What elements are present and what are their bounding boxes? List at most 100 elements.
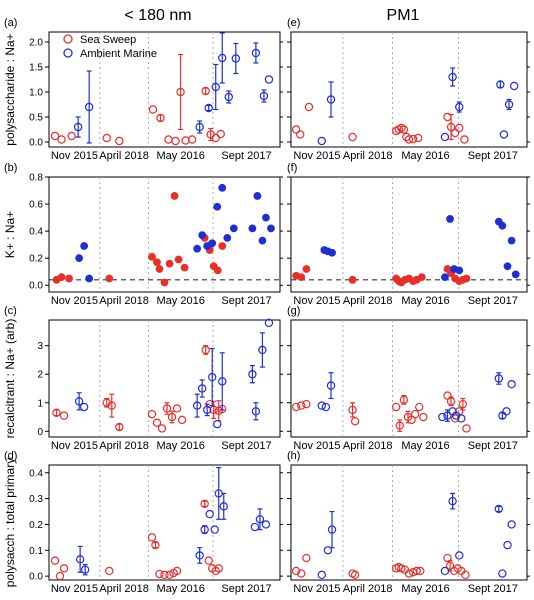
panel-d: 0.0 0.1 0.2 0.3 0.4 (d)polysacch : total prim… [3, 450, 283, 595]
y-axis-label: recalcitrant : Na+ (arb) [3, 319, 17, 439]
column-title-right: PM1 [387, 7, 420, 24]
ambient-marine-point [440, 132, 450, 142]
ambient-marine-point [229, 224, 238, 233]
sea-sweep-point [171, 136, 180, 146]
ambient-marine-point [457, 414, 466, 423]
sea-sweep-point [102, 133, 111, 143]
sea-sweep-point [445, 561, 455, 570]
sea-sweep-point [55, 571, 65, 581]
sea-sweep-point [172, 566, 182, 576]
campaign-label: April 2018 [343, 295, 393, 307]
campaign-label: May 2016 [401, 583, 449, 595]
sea-sweep-point [147, 533, 157, 542]
sea-sweep-point [172, 404, 182, 413]
y-tick-label: 0.8 [29, 173, 43, 184]
sea-sweep-point [302, 399, 311, 409]
ambient-marine-point [317, 136, 326, 146]
ambient-marine-point [448, 496, 457, 506]
ambient-marine-point [79, 402, 89, 412]
panel-g: (g) Nov 2015 April 2018 May 2016 Sept 2017 [287, 305, 530, 452]
campaign-label: May 2016 [401, 150, 449, 162]
ambient-marine-point [317, 401, 326, 410]
ambient-marine-point [208, 239, 217, 248]
sea-sweep-point [105, 274, 114, 283]
sea-sweep-point [443, 553, 452, 563]
ambient-marine-point [328, 248, 336, 257]
sea-sweep-point [462, 274, 471, 283]
sea-sweep-point [153, 258, 161, 267]
ambient-marine-point [73, 122, 83, 132]
ambient-marine-point [446, 215, 454, 223]
campaign-label: April 2018 [99, 295, 149, 307]
ambient-marine-point [195, 551, 204, 560]
panel-f: (f) Nov 2015 April 2018 May 2016 Sept 2017 [287, 162, 530, 307]
sea-sweep-point [115, 136, 124, 146]
sea-sweep-point [461, 570, 470, 580]
sea-sweep-point [59, 411, 69, 420]
ambient-marine-point [443, 411, 452, 420]
panel-frame [290, 31, 528, 148]
sea-sweep-point [455, 123, 464, 133]
ambient-marine-point [507, 520, 516, 529]
sea-sweep-point [167, 412, 177, 422]
campaign-label: Sept 2017 [221, 440, 271, 452]
campaign-label: Nov 2015 [293, 150, 340, 162]
sea-sweep-point [50, 131, 60, 141]
sea-sweep-point [297, 569, 306, 578]
ambient-marine-point [261, 520, 271, 529]
sea-sweep-point [350, 570, 360, 580]
sea-sweep-point [160, 570, 169, 580]
campaign-label: Nov 2015 [293, 440, 340, 452]
panel-frame [290, 319, 528, 438]
sea-sweep-point [164, 135, 173, 144]
ambient-marine-point [80, 565, 90, 574]
sea-sweep-point [157, 424, 167, 433]
ambient-marine-point [218, 183, 227, 192]
ambient-marine-point [441, 273, 449, 282]
ambient-marine-point [509, 81, 519, 91]
ambient-marine-point [250, 522, 260, 532]
sea-sweep-point [187, 135, 197, 144]
sea-sweep-point [216, 129, 225, 139]
sea-sweep-point [67, 131, 76, 141]
y-tick-label: 3 [37, 341, 43, 352]
sea-sweep-point [399, 125, 409, 134]
sea-sweep-point [170, 192, 179, 200]
sea-sweep-point [415, 402, 424, 412]
sea-sweep-point [201, 86, 210, 96]
sea-sweep-point [155, 569, 164, 579]
sea-sweep-point [397, 564, 406, 573]
legend-label-ambient-marine: Ambient Marine [80, 48, 157, 60]
sea-sweep-point [395, 421, 404, 430]
sea-sweep-point [105, 566, 114, 576]
sea-sweep-point [209, 405, 218, 415]
ambient-marine-point [75, 254, 84, 263]
campaign-label: April 2018 [99, 150, 149, 162]
sea-sweep-point [65, 274, 73, 283]
ambient-marine-point [267, 224, 275, 233]
campaign-label: May 2016 [401, 440, 449, 452]
legend-label-sea-sweep: Sea Sweep [80, 34, 136, 46]
sea-sweep-point [165, 570, 174, 580]
campaign-label: Sept 2017 [221, 295, 271, 307]
y-tick-label: 1.5 [29, 63, 43, 74]
ambient-marine-point [326, 381, 336, 390]
y-tick-label: 0.1 [29, 546, 43, 557]
ambient-marine-point [231, 54, 241, 63]
sea-sweep-point [350, 417, 360, 426]
sea-sweep-point [450, 128, 460, 138]
campaign-label: Sept 2017 [468, 440, 518, 452]
campaign-label: Nov 2015 [51, 583, 98, 595]
panel-frame [48, 176, 281, 293]
sea-sweep-point [419, 412, 428, 422]
y-tick-label: 0.2 [29, 520, 43, 531]
sea-sweep-point [176, 87, 185, 97]
campaign-label: Sept 2017 [221, 583, 271, 595]
ambient-marine-point [498, 221, 507, 230]
ambient-marine-point [258, 345, 267, 355]
campaign-label: April 2018 [99, 440, 149, 452]
sea-sweep-point [50, 556, 60, 565]
ambient-marine-point [259, 91, 269, 101]
sea-sweep-point [291, 125, 301, 134]
sea-sweep-point [151, 540, 160, 550]
